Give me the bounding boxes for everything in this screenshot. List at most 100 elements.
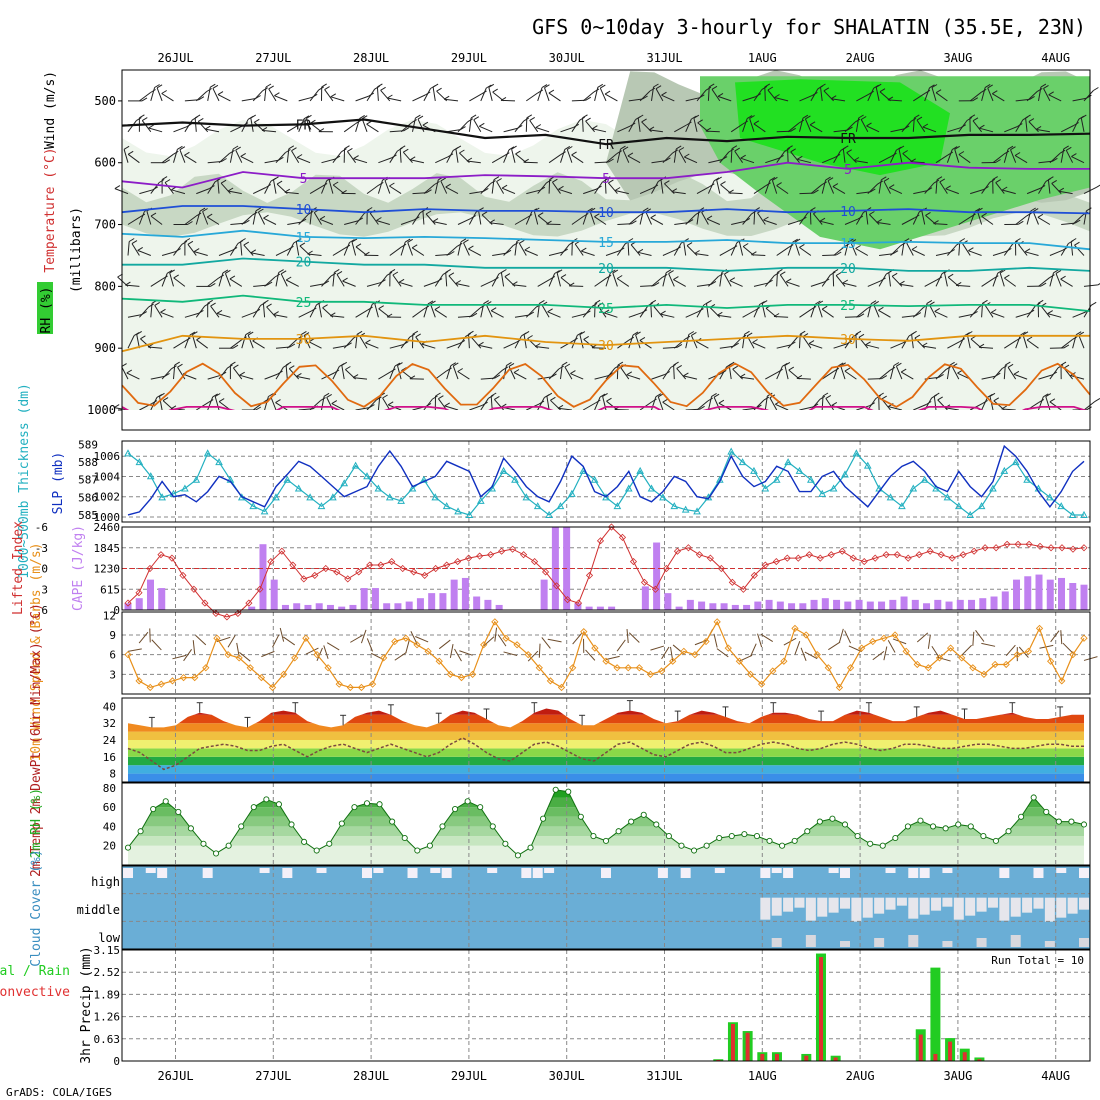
wind-barb-staff	[776, 344, 791, 349]
wind-barb-flag	[240, 238, 246, 242]
wind-barb-staff	[1070, 375, 1085, 380]
temp-bands	[128, 708, 1084, 782]
wind-barb-flag	[631, 220, 637, 225]
wind-barb-flag	[547, 308, 553, 313]
wind-barb-staff	[995, 182, 1005, 194]
wind-barb-staff	[678, 150, 687, 163]
cloud-gap-high	[487, 868, 498, 873]
wind-barb-staff	[981, 182, 991, 194]
thickness-point	[750, 466, 758, 474]
wind-barb-staff	[734, 150, 744, 163]
isotherm-15	[121, 229, 1091, 251]
wind-barb-staff	[981, 215, 994, 225]
dewpoint-line	[127, 737, 1084, 771]
wind-barb-staff	[784, 365, 789, 380]
wind-barb-flag	[1048, 91, 1054, 96]
wind-barb-flag	[483, 187, 489, 192]
wind-barb-flag	[355, 243, 362, 248]
wind-barb-staff	[160, 311, 174, 318]
cloud-gap-middle	[874, 897, 885, 914]
wind-barb-staff	[922, 126, 937, 133]
wind-barb-staff	[468, 117, 472, 132]
wind-barb-flag	[481, 211, 488, 216]
rh2m-point	[917, 817, 924, 824]
precip-convective-bar	[818, 957, 823, 1061]
precip-convective-bar	[804, 1055, 809, 1061]
wind-barb-flag	[614, 364, 621, 369]
cloud-gap-high	[1033, 868, 1044, 878]
wind-speed-point	[580, 628, 588, 636]
wind-barb-flag	[561, 361, 568, 366]
wind-barb-staff	[958, 313, 973, 318]
wind-barb-staff	[468, 211, 477, 225]
cape-bar	[248, 606, 256, 610]
wind-barb-flag	[258, 208, 264, 213]
wind-speed-point	[824, 664, 832, 672]
cloud-gap-low	[805, 935, 816, 947]
wind-barb-staff	[645, 211, 652, 225]
wind-barb-staff	[809, 124, 823, 133]
wind-barb-staff	[446, 150, 454, 163]
wind10m-barb	[415, 636, 429, 643]
wind-barb-flag	[926, 299, 933, 304]
rh2m-point	[753, 833, 760, 840]
wind10m-barb	[541, 637, 551, 649]
wind-barb-staff	[844, 241, 849, 256]
wind-barb-flag	[386, 313, 393, 318]
thickness-tick-label: 589	[78, 439, 98, 452]
wind-barb-flag	[378, 181, 384, 186]
rh2m-point	[854, 833, 861, 840]
lifted-index-point	[399, 564, 407, 573]
wind-barb-flag	[1026, 336, 1033, 341]
wind-barb-flag	[154, 84, 160, 88]
wind-barb-flag	[468, 245, 474, 250]
wind-speed-point	[858, 644, 866, 652]
wind-barb-flag	[914, 114, 920, 119]
li-tick-label: 3	[41, 583, 48, 596]
cloud-gap-high	[282, 868, 293, 878]
lifted-index-point	[223, 613, 231, 621]
wind-barb-staff	[1058, 190, 1073, 195]
lifted-index-line	[127, 526, 1085, 618]
wind10m-axis-label: 10m Wind Speed & Barbs (m/s)	[29, 542, 44, 761]
wind-barb-staff	[303, 335, 311, 349]
wind-barb-staff	[742, 310, 756, 318]
rh2m-point	[489, 823, 496, 830]
wind-barb-staff	[608, 182, 618, 194]
wind-barb-staff	[161, 153, 174, 164]
wind-speed-point	[246, 664, 254, 672]
wind-barb-staff	[328, 179, 334, 194]
wind-barb-staff	[264, 276, 276, 287]
wind-barb-flag	[798, 119, 805, 124]
wind-barb-flag	[1001, 405, 1007, 410]
wind-barb-staff	[194, 251, 208, 256]
wind-tick-label: 9	[109, 629, 116, 642]
wind-barb-flag	[438, 395, 444, 400]
cape-bar	[146, 579, 154, 610]
wind-barb-flag	[825, 176, 831, 181]
cape-bar	[833, 599, 841, 610]
wind-barb-staff	[430, 303, 436, 318]
thickness-point	[681, 505, 690, 513]
wind-barb-flag	[216, 309, 223, 314]
wind-barb-staff	[769, 397, 778, 411]
thickness-point	[363, 472, 371, 480]
wind-barb-staff	[582, 211, 589, 225]
wind-barb-flag	[637, 114, 644, 119]
wind-barb-staff	[628, 215, 640, 225]
wind-speed-point	[424, 647, 432, 655]
thickness-point	[511, 475, 519, 483]
precip-tick-label: 3.15	[94, 944, 121, 957]
wind-barb-flag	[934, 392, 940, 397]
wind-barb-staff	[284, 191, 299, 195]
wind-barb-flag	[564, 145, 571, 150]
wind-barb-flag	[125, 281, 131, 286]
wind-barb-flag	[1003, 150, 1010, 155]
wind-barb-staff	[179, 149, 186, 163]
wind-barb-flag	[245, 331, 251, 336]
wind-barb-flag	[1037, 213, 1044, 218]
wind-barb-staff	[286, 242, 295, 256]
temp-tick-label: 24	[103, 734, 117, 747]
rh2m-point	[477, 804, 484, 811]
wind-barb-staff	[753, 123, 766, 133]
